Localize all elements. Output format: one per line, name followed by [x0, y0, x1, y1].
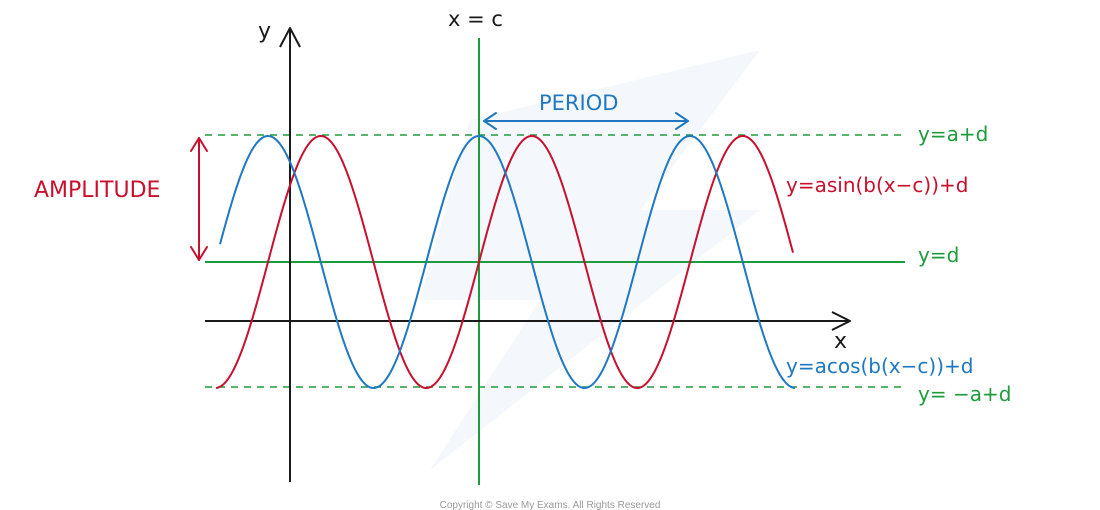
cosine-curve-label: y=acos(b(x−c))+d: [786, 354, 973, 378]
vertical-line-label: x = c: [448, 7, 503, 31]
period-arrow: [483, 112, 689, 130]
sine-curve: [215, 134, 794, 390]
watermark-logo: [420, 50, 760, 470]
y-axis-label: y: [258, 19, 271, 44]
cosine-curve: [219, 134, 796, 389]
y-axis-arrowhead: [279, 27, 301, 48]
amplitude-arrow: [190, 137, 208, 261]
period-label: PERIOD: [539, 91, 618, 115]
sine-curve-label: y=asin(b(x−c))+d: [786, 173, 968, 197]
x-axis-arrowhead: [831, 311, 851, 331]
max-line-label: y=a+d: [918, 122, 988, 146]
x-axis-label: x: [834, 329, 847, 354]
amplitude-label: AMPLITUDE: [34, 178, 160, 203]
min-line-label: y= −a+d: [918, 382, 1011, 406]
copyright-text: Copyright © Save My Exams. All Rights Re…: [440, 500, 661, 510]
midline-label: y=d: [918, 243, 959, 267]
